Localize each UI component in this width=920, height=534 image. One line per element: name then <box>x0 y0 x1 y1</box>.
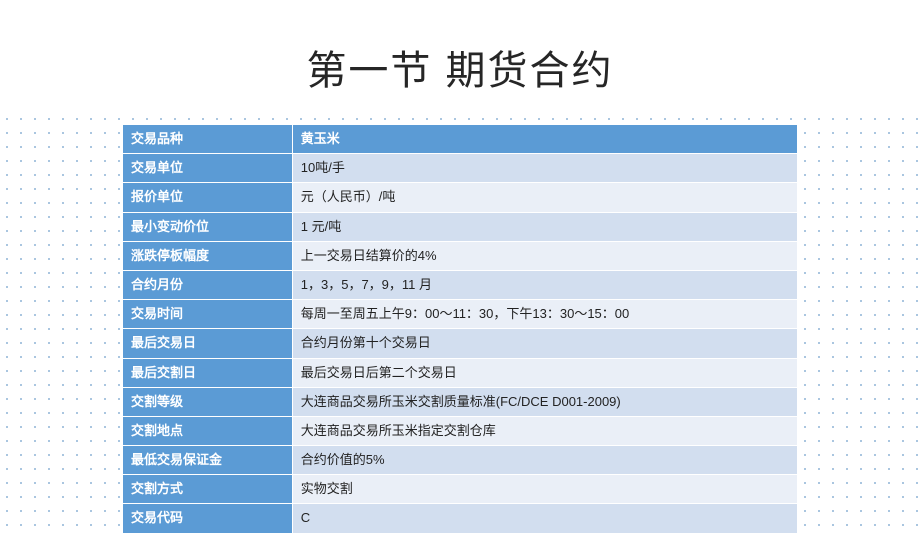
slide-title: 第一节 期货合约 <box>0 0 920 116</box>
table-row: 交易时间每周一至周五上午9：00～11：30，下午13：30～15：00 <box>123 300 798 329</box>
table-row: 交割地点大连商品交易所玉米指定交割仓库 <box>123 416 798 445</box>
table-row: 报价单位元（人民币）/吨 <box>123 183 798 212</box>
row-value: 黄玉米 <box>292 125 797 154</box>
table-row: 合约月份1，3，5，7，9，11 月 <box>123 270 798 299</box>
table-row: 交易代码C <box>123 504 798 533</box>
row-label: 最后交割日 <box>123 358 293 387</box>
row-label: 最小变动价位 <box>123 212 293 241</box>
row-value: 上一交易日结算价的4% <box>292 241 797 270</box>
row-label: 报价单位 <box>123 183 293 212</box>
row-label: 交割等级 <box>123 387 293 416</box>
table-row: 交易品种黄玉米 <box>123 125 798 154</box>
row-value: 最后交易日后第二个交易日 <box>292 358 797 387</box>
table-row: 最后交割日最后交易日后第二个交易日 <box>123 358 798 387</box>
row-label: 交割方式 <box>123 475 293 504</box>
table-row: 最低交易保证金合约价值的5% <box>123 446 798 475</box>
row-value: 大连商品交易所玉米交割质量标准(FC/DCE D001-2009) <box>292 387 797 416</box>
row-label: 交割地点 <box>123 416 293 445</box>
row-label: 交易单位 <box>123 154 293 183</box>
table-wrapper: 交易品种黄玉米交易单位10吨/手报价单位元（人民币）/吨最小变动价位1 元/吨涨… <box>0 116 920 534</box>
row-value: 合约价值的5% <box>292 446 797 475</box>
row-value: 每周一至周五上午9：00～11：30，下午13：30～15：00 <box>292 300 797 329</box>
row-label: 合约月份 <box>123 270 293 299</box>
table-row: 涨跌停板幅度上一交易日结算价的4% <box>123 241 798 270</box>
row-label: 交易代码 <box>123 504 293 533</box>
row-value: 合约月份第十个交易日 <box>292 329 797 358</box>
row-value: 元（人民币）/吨 <box>292 183 797 212</box>
contract-spec-table: 交易品种黄玉米交易单位10吨/手报价单位元（人民币）/吨最小变动价位1 元/吨涨… <box>122 124 798 534</box>
table-row: 交易单位10吨/手 <box>123 154 798 183</box>
row-value: 大连商品交易所玉米指定交割仓库 <box>292 416 797 445</box>
row-label: 涨跌停板幅度 <box>123 241 293 270</box>
row-label: 最后交易日 <box>123 329 293 358</box>
row-value: 10吨/手 <box>292 154 797 183</box>
row-value: 1 元/吨 <box>292 212 797 241</box>
row-value: C <box>292 504 797 533</box>
table-row: 最小变动价位1 元/吨 <box>123 212 798 241</box>
table-row: 交割方式实物交割 <box>123 475 798 504</box>
table-row: 交割等级大连商品交易所玉米交割质量标准(FC/DCE D001-2009) <box>123 387 798 416</box>
row-label: 最低交易保证金 <box>123 446 293 475</box>
table-row: 最后交易日合约月份第十个交易日 <box>123 329 798 358</box>
row-label: 交易时间 <box>123 300 293 329</box>
row-value: 实物交割 <box>292 475 797 504</box>
row-label: 交易品种 <box>123 125 293 154</box>
row-value: 1，3，5，7，9，11 月 <box>292 270 797 299</box>
